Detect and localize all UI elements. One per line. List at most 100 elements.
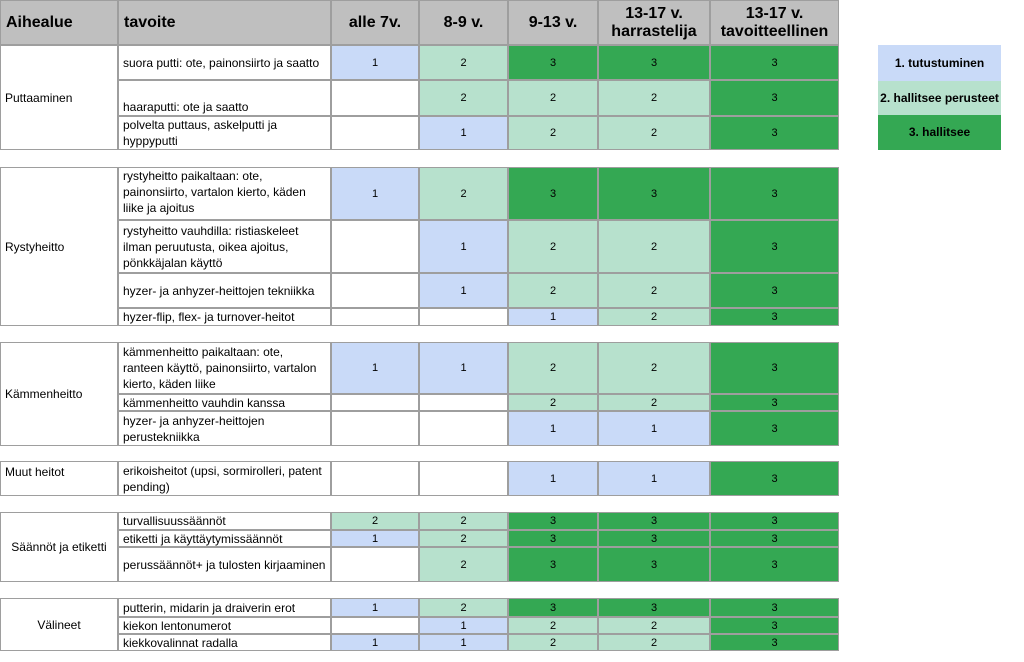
level-cell: 3 — [710, 80, 839, 116]
level-cell — [331, 461, 419, 496]
level-cell: 3 — [710, 116, 839, 150]
level-cell: 3 — [710, 617, 839, 634]
level-cell: 1 — [419, 116, 508, 150]
level-cell: 3 — [710, 461, 839, 496]
header-age-13-17-hobby: 13-17 v. harrastelija — [598, 0, 710, 45]
level-cell: 1 — [598, 411, 710, 446]
level-cell: 2 — [331, 512, 419, 530]
level-cell: 3 — [710, 220, 839, 273]
level-cell — [419, 411, 508, 446]
level-cell: 1 — [331, 167, 419, 220]
level-cell: 2 — [598, 116, 710, 150]
level-cell — [331, 116, 419, 150]
legend-level-3: 3. hallitsee — [878, 115, 1001, 150]
level-cell: 2 — [598, 342, 710, 394]
level-cell: 3 — [508, 45, 598, 80]
level-cell: 3 — [598, 45, 710, 80]
level-cell: 2 — [508, 634, 598, 651]
area-saannot-ja-etiketti: Säännöt ja etiketti — [0, 512, 118, 582]
goal-cell: hyzer- ja anhyzer-heittojen tekniikka — [118, 273, 331, 308]
level-cell: 3 — [598, 598, 710, 617]
level-cell: 1 — [419, 342, 508, 394]
level-cell: 2 — [419, 167, 508, 220]
level-cell: 2 — [508, 394, 598, 411]
level-cell — [331, 220, 419, 273]
goal-cell: suora putti: ote, painonsiirto ja saatto — [118, 45, 331, 80]
level-cell: 3 — [710, 634, 839, 651]
level-cell: 2 — [598, 617, 710, 634]
area-puttaaminen: Puttaaminen — [0, 45, 118, 150]
level-cell: 3 — [710, 45, 839, 80]
legend-level-2: 2. hallitsee perusteet — [878, 81, 1001, 115]
goal-cell: hyzer-flip, flex- ja turnover-heitot — [118, 308, 331, 326]
level-cell: 3 — [598, 530, 710, 547]
level-cell — [419, 461, 508, 496]
level-cell: 3 — [508, 530, 598, 547]
level-cell: 3 — [710, 394, 839, 411]
goal-cell: rystyheitto vauhdilla: ristiaskeleet ilm… — [118, 220, 331, 273]
header-age-under-7: alle 7v. — [331, 0, 419, 45]
level-cell: 3 — [508, 167, 598, 220]
level-cell — [331, 394, 419, 411]
level-cell: 2 — [508, 342, 598, 394]
header-area: Aihealue — [0, 0, 118, 45]
goal-cell: haaraputti: ote ja saatto — [118, 80, 331, 116]
level-cell: 3 — [710, 530, 839, 547]
level-cell: 3 — [710, 167, 839, 220]
level-cell: 3 — [598, 512, 710, 530]
level-cell: 1 — [331, 530, 419, 547]
level-cell: 3 — [598, 547, 710, 582]
level-cell: 2 — [419, 547, 508, 582]
level-cell: 1 — [419, 617, 508, 634]
level-cell: 2 — [598, 273, 710, 308]
level-cell: 3 — [710, 598, 839, 617]
level-cell: 2 — [419, 80, 508, 116]
level-cell: 1 — [331, 342, 419, 394]
level-cell: 1 — [419, 634, 508, 651]
header-age-8-9: 8-9 v. — [419, 0, 508, 45]
goal-cell: kiekkovalinnat radalla — [118, 634, 331, 651]
level-cell — [331, 617, 419, 634]
level-cell: 1 — [419, 220, 508, 273]
goal-cell: kämmenheitto paikaltaan: ote, ranteen kä… — [118, 342, 331, 394]
level-cell — [419, 308, 508, 326]
level-cell: 3 — [710, 308, 839, 326]
level-cell: 1 — [331, 634, 419, 651]
level-cell: 2 — [419, 598, 508, 617]
level-cell: 1 — [598, 461, 710, 496]
level-cell — [331, 80, 419, 116]
level-cell: 2 — [508, 617, 598, 634]
level-cell: 2 — [508, 116, 598, 150]
level-cell: 3 — [710, 273, 839, 308]
level-cell: 1 — [331, 45, 419, 80]
level-cell: 2 — [598, 634, 710, 651]
header-age-13-17-goal: 13-17 v. tavoitteellinen — [710, 0, 839, 45]
level-cell: 1 — [508, 461, 598, 496]
level-cell — [331, 308, 419, 326]
goal-cell: erikoisheitot (upsi, sormirolleri, paten… — [118, 461, 331, 496]
level-cell: 3 — [508, 512, 598, 530]
level-cell — [331, 547, 419, 582]
level-cell: 2 — [419, 512, 508, 530]
level-cell: 3 — [710, 512, 839, 530]
level-cell: 1 — [331, 598, 419, 617]
level-cell: 2 — [508, 80, 598, 116]
goal-cell: kiekon lentonumerot — [118, 617, 331, 634]
goal-cell: polvelta puttaus, askelputti ja hyppyput… — [118, 116, 331, 150]
level-cell: 2 — [598, 80, 710, 116]
level-cell: 1 — [508, 308, 598, 326]
level-cell: 2 — [598, 394, 710, 411]
level-cell: 2 — [419, 530, 508, 547]
goal-cell: etiketti ja käyttäytymissäännöt — [118, 530, 331, 547]
level-cell: 3 — [710, 342, 839, 394]
level-cell: 3 — [508, 547, 598, 582]
level-cell: 3 — [710, 547, 839, 582]
level-cell — [419, 394, 508, 411]
area-rystyheitto: Rystyheitto — [0, 167, 118, 326]
level-cell: 2 — [508, 273, 598, 308]
area-valineet: Välineet — [0, 598, 118, 651]
header-age-9-13: 9-13 v. — [508, 0, 598, 45]
area-muut-heitot: Muut heitot — [0, 461, 118, 496]
level-cell: 1 — [508, 411, 598, 446]
